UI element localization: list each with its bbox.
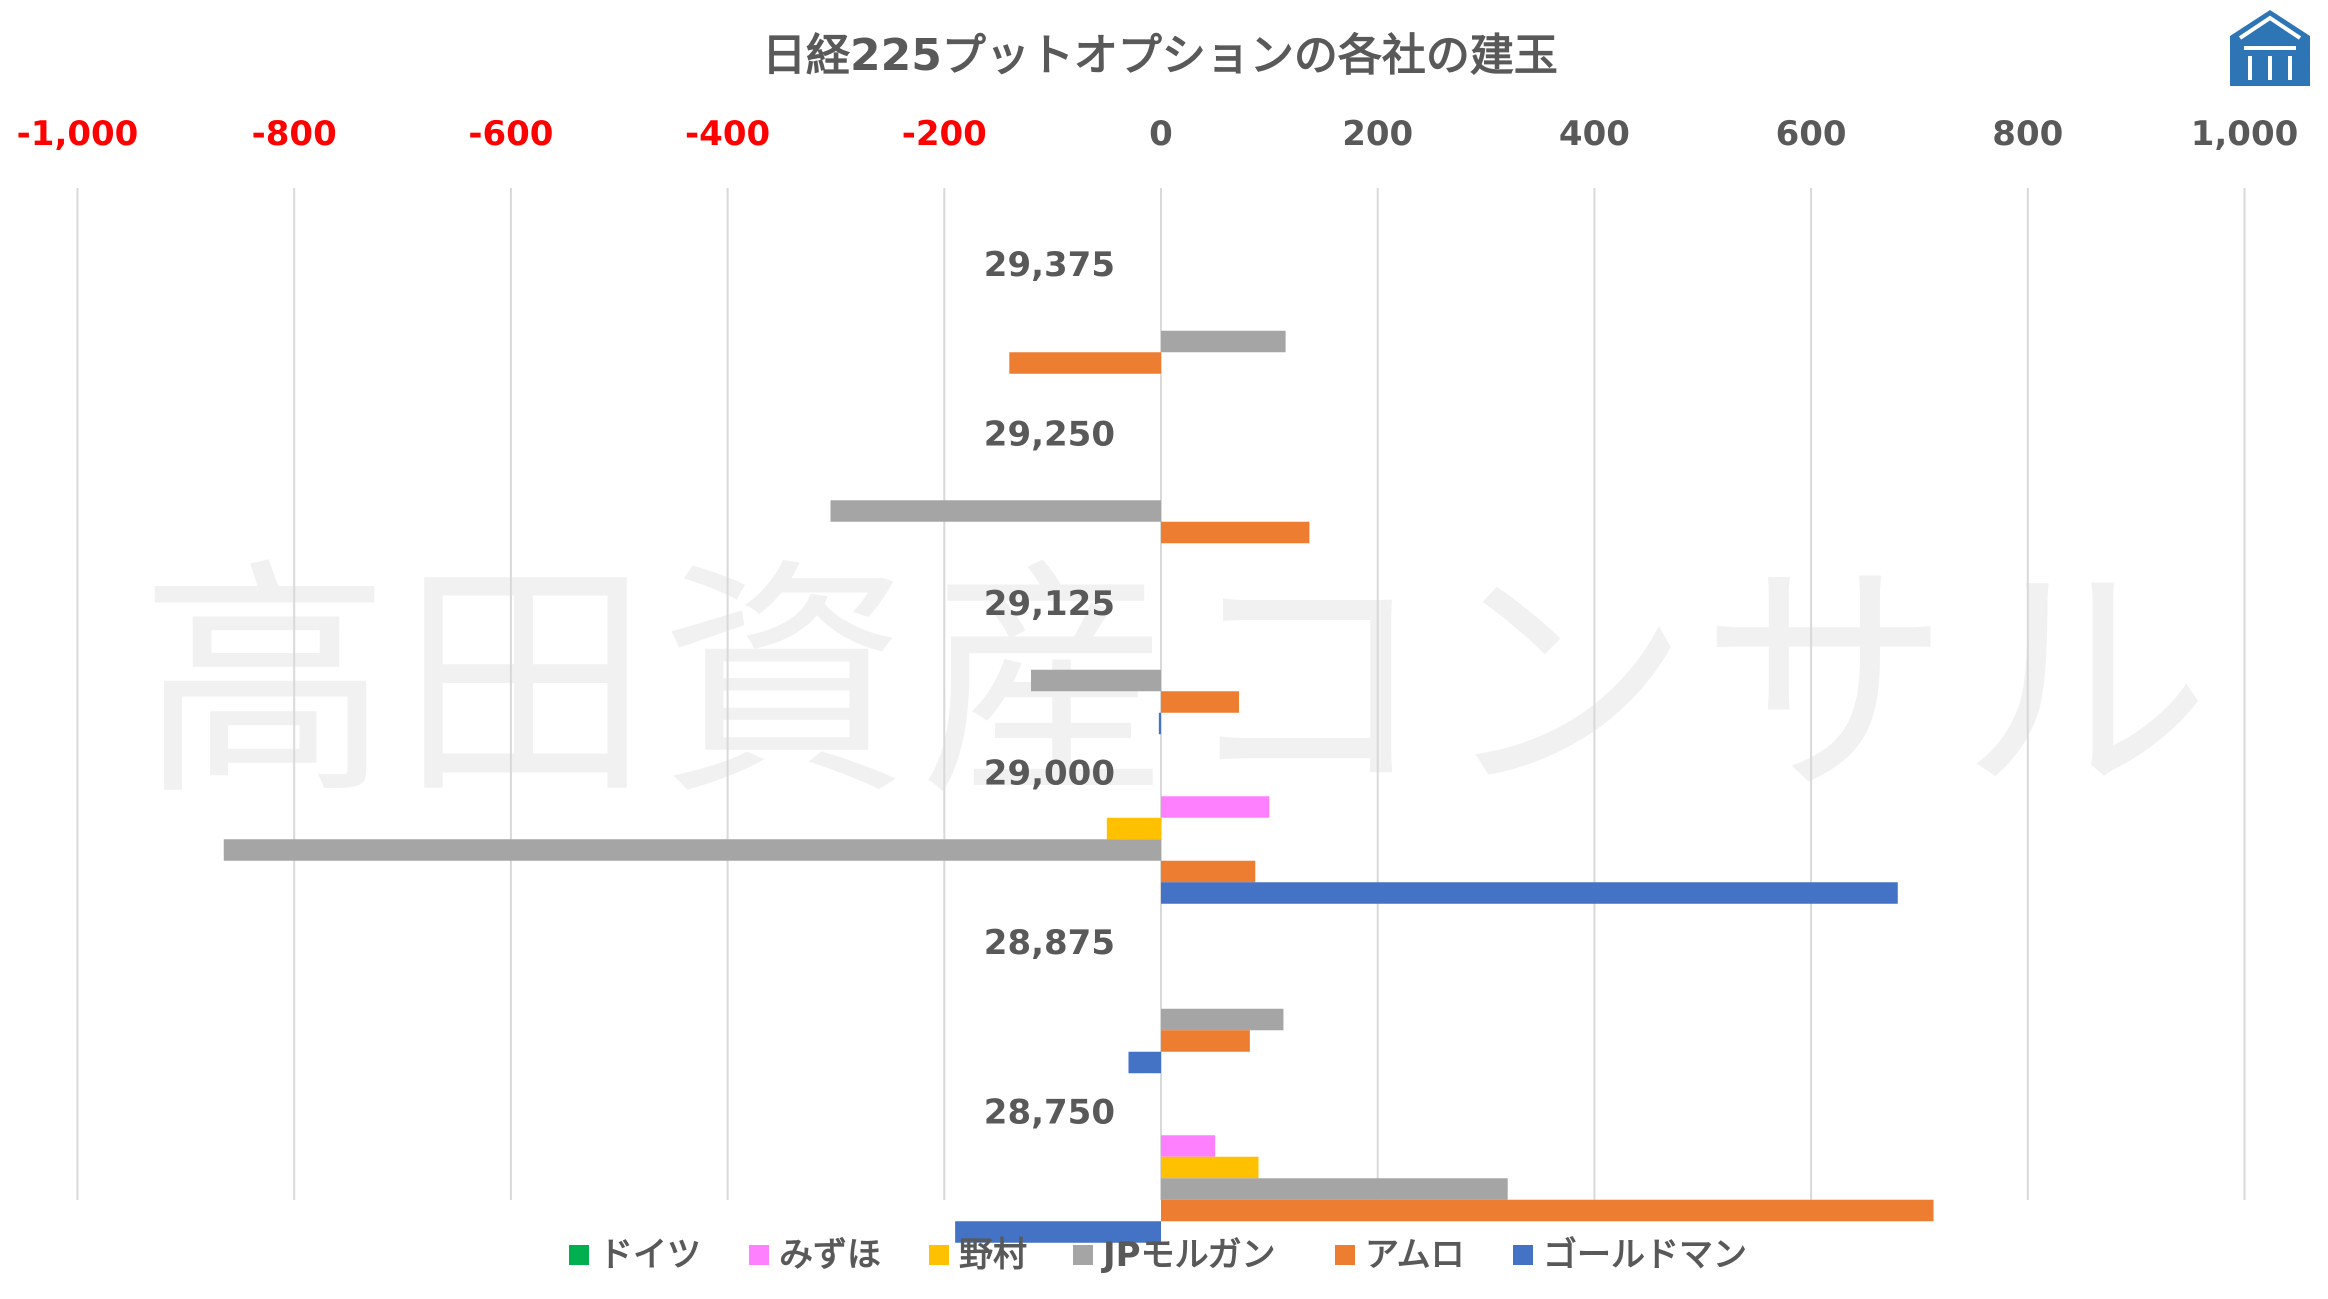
bar-0-3 (1161, 330, 1286, 353)
legend-label: 野村 (959, 1235, 1027, 1275)
bar-2-4 (1161, 691, 1240, 713)
bar-5-4 (1161, 1199, 1934, 1222)
bars (223, 330, 1934, 1243)
category-label: 29,000 (984, 754, 1115, 794)
bar-3-1 (1161, 796, 1270, 818)
bar-3-5 (1161, 882, 1898, 904)
bar-2-5 (1158, 712, 1161, 735)
bar-5-5 (955, 1221, 1161, 1243)
bar-1-4 (1161, 521, 1310, 544)
x-tick-label: -600 (468, 114, 553, 154)
legend: ドイツ みずほ 野村 JPモルガン アムロ ゴールドマン (569, 1235, 1747, 1275)
x-tick-label: 0 (1149, 114, 1173, 154)
legend-swatch (1073, 1245, 1093, 1265)
category-label: 29,375 (984, 245, 1115, 285)
category-labels: 29,375 29,250 29,125 29,000 28,875 28,750 (984, 245, 1115, 1133)
logo-bar-top (2244, 46, 2296, 50)
logo (2230, 10, 2310, 86)
legend-swatch (1513, 1245, 1533, 1265)
bar-4-3 (1161, 1008, 1284, 1031)
bar-3-4 (1161, 860, 1256, 883)
legend-swatch (1335, 1245, 1355, 1265)
x-tick-label: -800 (252, 114, 337, 154)
category-label: 29,250 (984, 415, 1115, 455)
bar-3-3 (223, 839, 1161, 861)
bar-0-4 (1009, 352, 1161, 374)
x-tick-label: 200 (1342, 114, 1413, 154)
bar-4-4 (1161, 1030, 1250, 1052)
x-axis-ticks: -1,000 -800 -600 -400 -200 0 200 400 600 800 1,000 (17, 114, 2299, 154)
legend-label: ゴールドマン (1543, 1235, 1747, 1275)
logo-bar-left (2248, 56, 2252, 80)
legend-label: JPモルガン (1101, 1235, 1276, 1275)
bar-3-2 (1106, 817, 1161, 840)
watermark-group: 高田資産コンサル (140, 538, 2220, 829)
bar-5-1 (1161, 1135, 1216, 1157)
logo-roof-line (2238, 15, 2302, 40)
legend-swatch (929, 1245, 949, 1265)
legend-swatch (569, 1245, 589, 1265)
x-tick-label: 400 (1559, 114, 1630, 154)
watermark-text: 高田資産コンサル (140, 538, 2220, 829)
bar-4-5 (1128, 1051, 1161, 1074)
logo-bar-mid (2268, 56, 2272, 80)
category-label: 29,125 (984, 584, 1115, 624)
bar-5-2 (1161, 1156, 1259, 1179)
x-tick-label: 800 (1992, 114, 2063, 154)
legend-label: みずほ (779, 1235, 881, 1275)
category-label: 28,750 (984, 1093, 1115, 1133)
x-tick-label: -400 (685, 114, 770, 154)
x-tick-label: -200 (902, 114, 987, 154)
chart-title: 日経225プットオプションの各社の建玉 (762, 30, 1558, 81)
legend-swatch (749, 1245, 769, 1265)
logo-bar-right (2288, 56, 2292, 80)
legend-label: アムロ (1365, 1235, 1465, 1275)
legend-label: ドイツ (599, 1235, 701, 1275)
category-label: 28,875 (984, 923, 1115, 963)
x-tick-label: 600 (1776, 114, 1847, 154)
x-tick-label: -1,000 (17, 114, 139, 154)
bar-5-3 (1161, 1178, 1508, 1200)
bar-1-3 (830, 500, 1161, 522)
bar-2-3 (1030, 669, 1161, 692)
x-tick-label: 1,000 (2191, 114, 2299, 154)
